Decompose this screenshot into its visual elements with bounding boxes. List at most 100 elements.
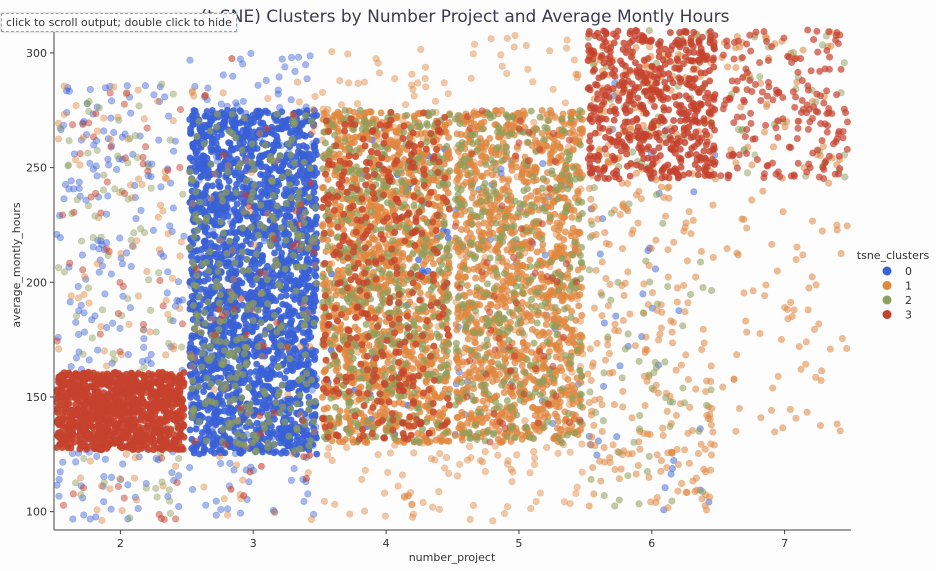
data-point bbox=[75, 348, 83, 356]
data-point bbox=[291, 67, 299, 75]
data-point bbox=[384, 358, 392, 367]
data-point bbox=[136, 132, 144, 140]
data-point bbox=[124, 481, 132, 489]
data-point bbox=[325, 444, 333, 452]
data-point bbox=[60, 195, 68, 203]
data-point bbox=[130, 474, 139, 482]
data-point bbox=[166, 222, 174, 230]
data-point bbox=[320, 405, 328, 413]
data-point bbox=[216, 182, 224, 190]
data-point bbox=[175, 304, 184, 313]
data-point bbox=[282, 411, 290, 419]
data-point bbox=[143, 267, 151, 276]
data-point bbox=[131, 181, 139, 189]
data-point bbox=[328, 456, 336, 465]
data-point bbox=[307, 515, 316, 524]
data-point bbox=[140, 115, 148, 123]
data-point bbox=[98, 262, 106, 270]
data-point bbox=[103, 324, 111, 332]
data-point bbox=[223, 511, 232, 519]
data-point bbox=[422, 83, 430, 91]
data-point bbox=[101, 84, 110, 92]
data-point bbox=[80, 511, 88, 519]
data-point bbox=[177, 238, 185, 246]
data-point bbox=[118, 260, 126, 268]
data-point bbox=[100, 114, 108, 122]
data-point bbox=[92, 162, 100, 170]
data-point bbox=[173, 296, 181, 305]
data-point bbox=[56, 234, 64, 242]
data-point bbox=[129, 242, 137, 250]
data-point bbox=[186, 115, 194, 123]
data-point bbox=[171, 302, 180, 310]
data-point bbox=[61, 180, 70, 189]
data-point bbox=[241, 324, 249, 332]
data-point bbox=[154, 97, 162, 105]
data-point bbox=[236, 216, 244, 224]
data-point bbox=[127, 262, 135, 271]
data-point bbox=[171, 137, 179, 145]
data-point bbox=[188, 485, 197, 494]
data-point bbox=[274, 434, 283, 442]
data-point bbox=[377, 109, 385, 117]
data-point bbox=[239, 379, 247, 387]
data-point bbox=[97, 237, 105, 245]
data-point bbox=[175, 297, 183, 305]
data-point bbox=[150, 91, 158, 99]
data-point bbox=[165, 112, 173, 120]
data-point bbox=[225, 139, 233, 147]
data-point bbox=[421, 74, 429, 83]
data-point bbox=[186, 426, 194, 434]
data-point bbox=[72, 354, 80, 362]
data-point bbox=[149, 226, 157, 234]
data-point bbox=[278, 117, 286, 125]
data-point bbox=[301, 410, 309, 418]
data-point bbox=[93, 103, 101, 111]
data-point bbox=[79, 133, 87, 142]
data-point bbox=[100, 127, 108, 135]
data-point bbox=[303, 75, 311, 83]
data-point bbox=[54, 135, 63, 143]
data-point bbox=[306, 52, 314, 60]
data-point bbox=[230, 229, 238, 237]
data-point bbox=[345, 79, 353, 87]
data-point bbox=[59, 121, 68, 129]
data-point bbox=[164, 492, 172, 501]
data-point bbox=[104, 135, 112, 143]
data-point bbox=[140, 335, 148, 343]
data-point bbox=[263, 197, 271, 206]
data-point bbox=[86, 457, 94, 465]
data-point bbox=[287, 476, 296, 484]
data-point bbox=[444, 133, 453, 141]
data-point bbox=[305, 328, 313, 336]
data-point bbox=[429, 503, 437, 511]
data-point bbox=[398, 258, 406, 266]
data-point bbox=[203, 224, 211, 232]
data-point bbox=[247, 49, 255, 58]
data-point bbox=[226, 208, 234, 216]
data-point bbox=[132, 215, 140, 223]
data-point bbox=[250, 390, 258, 398]
data-point bbox=[350, 138, 359, 146]
data-point bbox=[395, 148, 404, 156]
data-point bbox=[410, 449, 418, 457]
data-point bbox=[110, 128, 118, 137]
data-point bbox=[258, 188, 266, 196]
data-point bbox=[374, 59, 382, 67]
data-point bbox=[104, 192, 112, 200]
data-point bbox=[200, 483, 208, 491]
data-point bbox=[89, 243, 97, 251]
data-point bbox=[331, 500, 339, 508]
scatter-points bbox=[53, 26, 852, 525]
data-point bbox=[179, 296, 187, 304]
data-point bbox=[142, 480, 150, 488]
data-point bbox=[147, 360, 155, 368]
data-point bbox=[310, 428, 318, 436]
data-point bbox=[258, 352, 266, 361]
data-point bbox=[81, 273, 89, 281]
data-point bbox=[296, 411, 305, 419]
data-point bbox=[431, 97, 440, 105]
data-point bbox=[100, 472, 108, 481]
data-point bbox=[354, 79, 362, 87]
data-point bbox=[107, 505, 115, 513]
